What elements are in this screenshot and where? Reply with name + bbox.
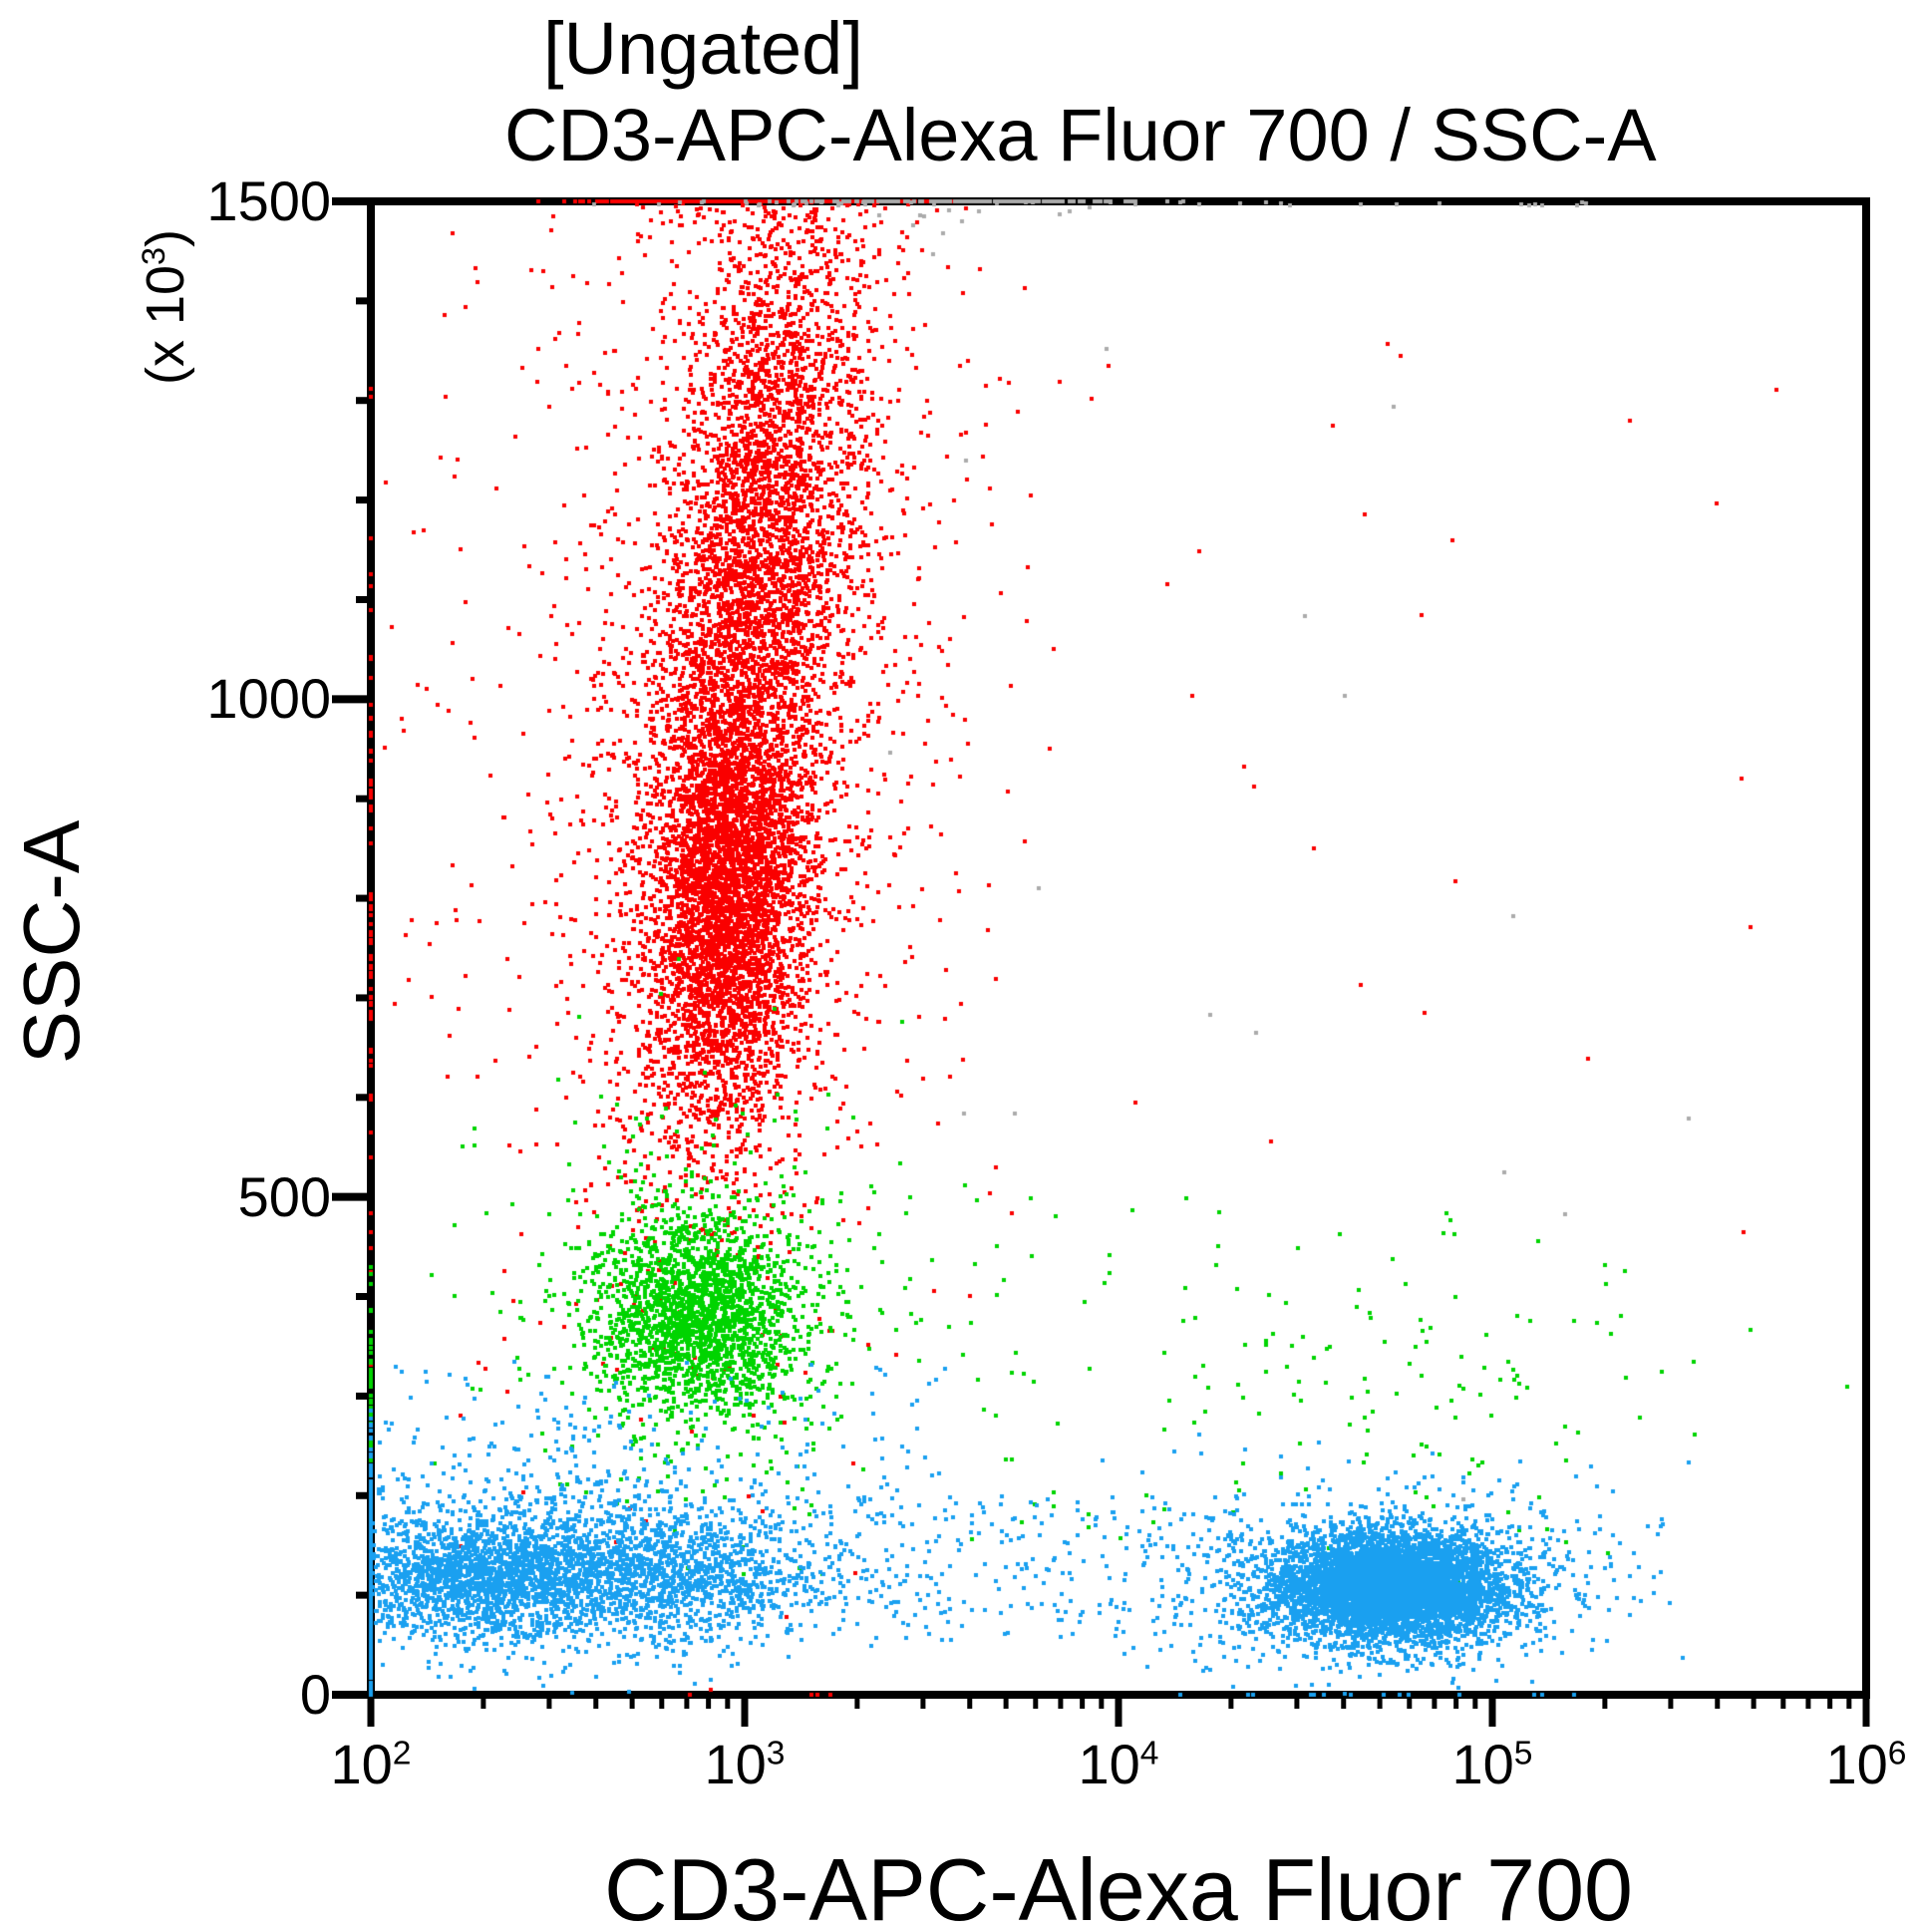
flow-cytometry-plot: [Ungated] CD3-APC-Alexa Fluor 700 / SSC-… xyxy=(0,0,1919,1932)
scatter-canvas[interactable] xyxy=(0,0,1919,1932)
